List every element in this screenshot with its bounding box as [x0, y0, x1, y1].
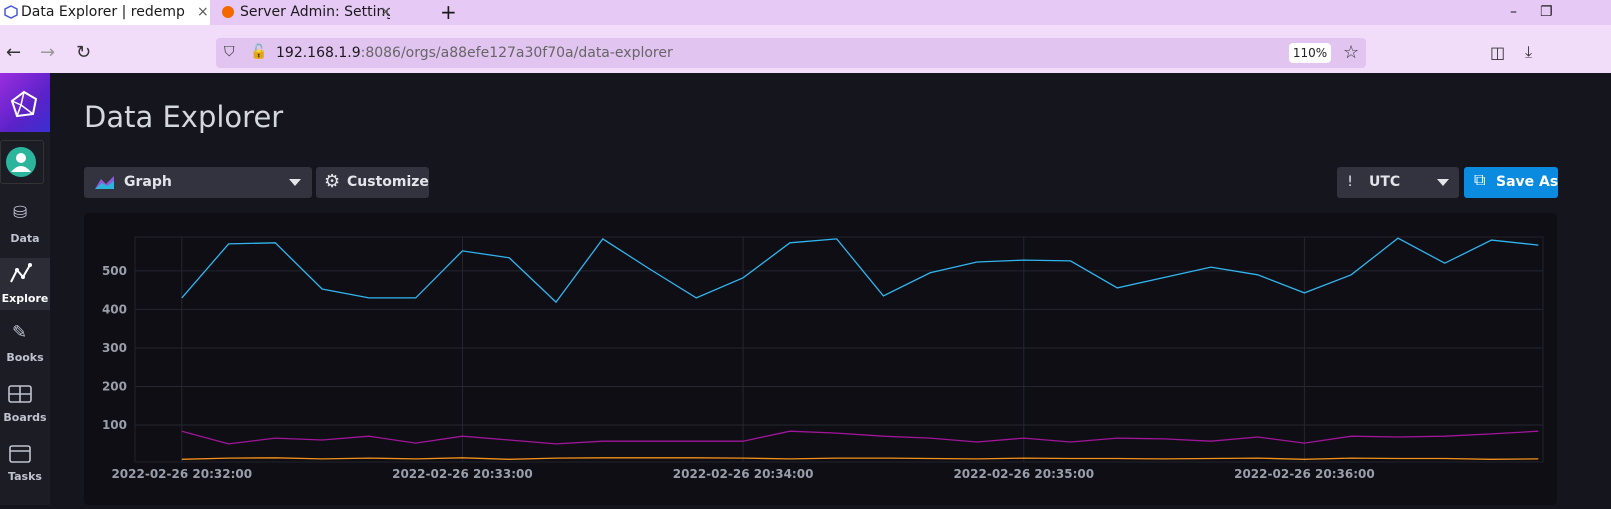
- nav-label[interactable]: Data: [10, 232, 40, 245]
- caret: [1437, 179, 1449, 186]
- user-frame[interactable]: [0, 140, 44, 184]
- lock-icon: 🔓: [250, 44, 268, 60]
- shield-icon: ⛉: [224, 44, 235, 60]
- downloads-icon[interactable]: ⤓: [1525, 42, 1533, 61]
- nav-icon: [10, 263, 32, 283]
- page-title: Data Explorer: [84, 100, 284, 134]
- customize-label[interactable]: Customize: [347, 174, 429, 190]
- bookmark-star[interactable]: ☆: [1343, 42, 1360, 63]
- active-tab[interactable]: [0, 0, 210, 25]
- customize-button[interactable]: [316, 167, 429, 198]
- nav-icon: [9, 445, 31, 463]
- logo[interactable]: [0, 73, 50, 132]
- back-button[interactable]: ←: [6, 42, 22, 63]
- reload-button[interactable]: ↻: [76, 42, 92, 63]
- window-minimize[interactable]: –: [1510, 4, 1517, 20]
- tab-icon: [4, 5, 18, 19]
- save-as-button[interactable]: [1464, 167, 1558, 198]
- nav-label[interactable]: Tasks: [8, 470, 42, 483]
- active-nav-bg: [0, 258, 50, 310]
- series-line: [181, 430, 1539, 445]
- url-host: 192.168.1.9: [276, 45, 361, 61]
- save-as-label[interactable]: Save As: [1496, 174, 1559, 190]
- series-line: [181, 237, 1539, 304]
- nav-label[interactable]: Books: [6, 351, 44, 364]
- x-tick-label: 2022-02-26 20:32:00: [111, 467, 252, 481]
- y-tick-label: 500: [102, 264, 127, 278]
- window-restore[interactable]: ❐: [1540, 4, 1553, 20]
- pin-icon: ǃ: [1348, 174, 1353, 190]
- x-tick-label: 2022-02-26 20:34:00: [673, 467, 814, 481]
- nav-icon: [8, 385, 32, 403]
- tab-icon: [222, 6, 234, 18]
- x-tick-label: 2022-02-26 20:35:00: [953, 467, 1094, 481]
- caret: [289, 179, 301, 186]
- timezone-label[interactable]: UTC: [1369, 174, 1401, 190]
- view-label[interactable]: Graph: [124, 174, 172, 190]
- tab-close[interactable]: ×: [197, 4, 209, 20]
- chart: 100 200 300 400 500 2022-02-26 20:32:00 2022-0…: [102, 236, 1544, 481]
- nav-label[interactable]: Boards: [3, 411, 47, 424]
- timezone-dropdown[interactable]: [1337, 167, 1459, 198]
- x-tick-label: 2022-02-26 20:33:00: [392, 467, 533, 481]
- nav-icon: ⛁: [13, 203, 28, 223]
- y-tick-label: 300: [102, 341, 127, 355]
- url-path: :8086/orgs/a88efe127a30f70a/data-explore…: [360, 45, 673, 61]
- url-bar[interactable]: [216, 38, 1366, 68]
- pocket-icon[interactable]: ◫: [1490, 43, 1506, 62]
- forward-button[interactable]: →: [40, 42, 56, 63]
- view-dropdown[interactable]: [84, 167, 312, 198]
- plot-area: [134, 236, 1544, 463]
- gear-icon: ⚙: [324, 171, 341, 192]
- logo-icon: [10, 90, 38, 118]
- zoom-level[interactable]: 110%: [1289, 43, 1331, 63]
- y-tick-label: 100: [102, 418, 127, 432]
- url[interactable]: 192.168.1.9:8086/orgs/a88efe127a30f70a/d…: [276, 44, 673, 62]
- tab-close[interactable]: ×: [380, 4, 392, 20]
- graph-icon: [95, 176, 114, 189]
- series-line: [181, 457, 1539, 460]
- tab-title[interactable]: Data Explorer | redemp: [21, 4, 185, 20]
- x-tick-label: 2022-02-26 20:36:00: [1234, 467, 1375, 481]
- y-tick-label: 200: [102, 379, 127, 393]
- nav-label[interactable]: Explore: [1, 292, 49, 305]
- tab-title[interactable]: Server Admin: Settings -: [240, 4, 390, 20]
- new-tab[interactable]: +: [440, 0, 457, 24]
- nav-icon: ✎: [12, 322, 28, 343]
- graph-panel: 100 200 300 400 500 2022-02-26 20:32:00 2022-0…: [84, 213, 1557, 505]
- save-icon: ⧉: [1474, 170, 1486, 189]
- tab-bar: [0, 0, 1611, 25]
- y-tick-label: 400: [102, 302, 127, 316]
- avatar: [6, 147, 36, 177]
